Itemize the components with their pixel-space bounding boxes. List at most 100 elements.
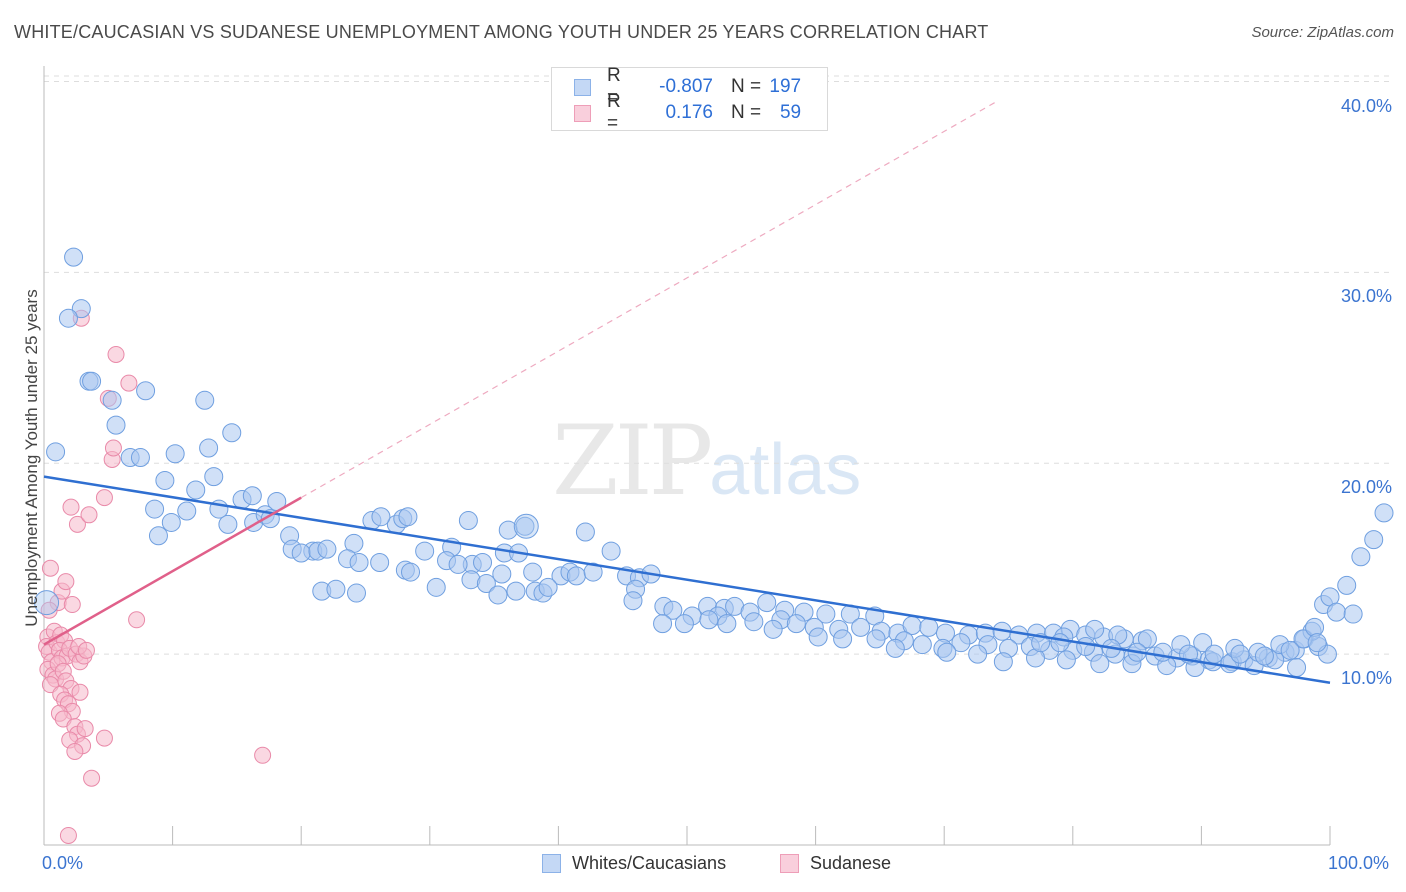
whites-point <box>71 299 91 319</box>
whites-point <box>186 480 206 500</box>
grid-lines <box>44 75 1392 655</box>
whites-point <box>919 617 939 637</box>
y-tick-label: 10.0% <box>1340 668 1392 689</box>
legend-label-sudanese: Sudanese <box>810 853 892 873</box>
whites-point <box>663 600 683 620</box>
whites-point <box>912 635 932 655</box>
whites-point <box>1050 633 1070 653</box>
whites-point <box>161 512 181 532</box>
whites-point <box>148 526 168 546</box>
whites-point <box>506 581 526 601</box>
r-value-sudanese: 0.176 <box>665 102 713 123</box>
sudanese-point <box>62 498 80 516</box>
whites-point <box>968 644 988 664</box>
whites-point <box>46 442 66 462</box>
whites-point <box>326 579 346 599</box>
whites-point <box>199 438 219 458</box>
y-tick-label: 40.0% <box>1340 95 1392 116</box>
legend-swatch-pink <box>574 104 591 122</box>
sudanese-point <box>57 573 75 591</box>
legend-item-sudanese[interactable]: Sudanese <box>780 853 891 874</box>
legend-swatch-pink <box>780 854 799 873</box>
whites-point <box>653 614 673 634</box>
whites-point <box>155 470 175 490</box>
whites-point <box>64 247 84 267</box>
whites-point <box>82 371 102 391</box>
sudanese-point <box>95 729 113 747</box>
whites-point <box>317 539 337 559</box>
whites-point <box>426 577 446 597</box>
whites-point <box>415 541 435 561</box>
whites-point <box>1307 633 1327 653</box>
whites-point <box>583 562 603 582</box>
sudanese-point <box>120 374 138 392</box>
whites-point <box>1287 657 1307 677</box>
whites-point <box>218 514 238 534</box>
whites-point <box>866 629 886 649</box>
y-tick-label: 20.0% <box>1340 477 1392 498</box>
whites-point <box>763 619 783 639</box>
r-value-whites: -0.807 <box>659 76 713 97</box>
whites-point <box>195 390 215 410</box>
source-label: Source: ZipAtlas.com <box>1251 24 1394 41</box>
legend-row-sudanese: R = 0.176 N = 59 <box>574 91 801 134</box>
whites-point <box>1137 629 1157 649</box>
n-label: N = <box>731 76 762 97</box>
legend-swatch-blue <box>574 78 591 96</box>
sudanese-point <box>76 720 94 738</box>
legend-item-whites[interactable]: Whites/Caucasians <box>542 853 726 874</box>
whites-point <box>1204 644 1224 664</box>
whites-point <box>1337 575 1357 595</box>
whites-point <box>370 553 390 573</box>
sudanese-point <box>41 559 59 577</box>
whites-point <box>523 562 543 582</box>
whites-point <box>993 652 1013 672</box>
whites-point <box>488 585 508 605</box>
sudanese-point <box>66 742 84 760</box>
sudanese-point <box>95 489 113 507</box>
whites-point <box>401 562 421 582</box>
whites-point <box>1254 646 1274 666</box>
sudanese-point <box>128 611 146 629</box>
y-axis-label: Unemployment Among Youth under 25 years <box>22 289 41 627</box>
sudanese-point <box>254 746 272 764</box>
whites-point <box>623 591 643 611</box>
whites-point <box>1343 604 1363 624</box>
whites-point <box>601 541 621 561</box>
whites-point-large <box>34 590 60 616</box>
whites-point <box>757 593 777 613</box>
r-label: R = <box>607 91 621 134</box>
whites-point <box>102 390 122 410</box>
axes <box>43 66 1331 846</box>
sudanese-points <box>38 309 272 844</box>
whites-point <box>717 614 737 634</box>
sudanese-point <box>104 439 122 457</box>
whites-point <box>349 553 369 573</box>
legend-swatch-blue <box>542 854 561 873</box>
whites-point <box>58 308 78 328</box>
legend-row-whites: R = -0.807 N = 197 <box>574 65 801 108</box>
series-legend: Whites/Caucasians Sudanese <box>0 853 1406 875</box>
whites-points <box>34 247 1394 677</box>
whites-point <box>1364 530 1384 550</box>
whites-point <box>136 381 156 401</box>
sudanese-trend-line <box>43 496 302 646</box>
whites-point <box>1374 503 1394 523</box>
n-label: N = <box>731 102 762 123</box>
whites-point <box>951 633 971 653</box>
whites-point <box>130 448 150 468</box>
whites-point <box>575 522 595 542</box>
whites-point <box>458 511 478 531</box>
whites-point <box>1193 633 1213 653</box>
whites-point <box>1280 640 1300 660</box>
whites-point <box>833 629 853 649</box>
chart-title: WHITE/CAUCASIAN VS SUDANESE UNEMPLOYMENT… <box>14 22 989 42</box>
whites-point <box>566 566 586 586</box>
whites-point <box>492 564 512 584</box>
whites-point <box>473 553 493 573</box>
whites-point <box>1153 642 1173 662</box>
whites-point <box>165 444 185 464</box>
whites-point <box>106 415 126 435</box>
whites-point <box>699 610 719 630</box>
